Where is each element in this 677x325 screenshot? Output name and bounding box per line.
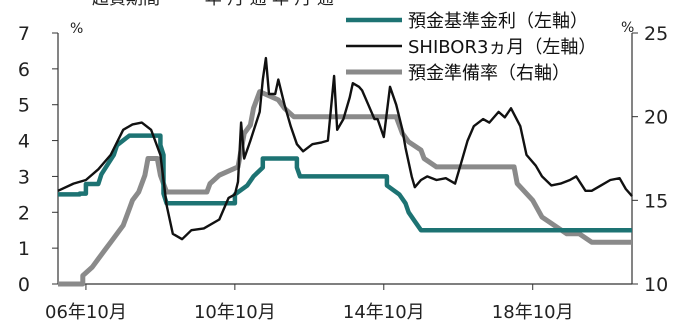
right-tick-label: 25 [644, 23, 668, 45]
right-tick-label: 15 [644, 190, 668, 212]
x-tick-label: 06年10月 [45, 302, 127, 323]
right-tick-label: 10 [644, 274, 668, 296]
left-tick-label: 4 [18, 131, 30, 153]
legend-label-0: 預金基準金利（左軸） [408, 11, 588, 32]
right-tick-label: 20 [644, 107, 668, 129]
left-tick-label: 1 [18, 238, 30, 260]
x-axis-ticks: 06年10月 10年10月 14年10月 18年10月 [45, 284, 574, 323]
left-axis-ticks: 0 1 2 3 4 5 6 7 [18, 23, 58, 296]
left-axis-unit: % [70, 21, 83, 37]
chart-title-fragment: 超資期間 ⋯⋯ 年 月 通 年 月 通 [92, 0, 334, 9]
x-tick-label: 10年10月 [194, 302, 276, 323]
right-axis-ticks: 10 15 20 25 [632, 23, 668, 296]
left-tick-label: 2 [18, 202, 30, 224]
right-axis-unit: % [621, 20, 634, 36]
left-tick-label: 5 [18, 95, 30, 117]
series-line-0 [58, 133, 632, 233]
legend-label-2: 預金準備率（右軸） [408, 63, 570, 84]
legend-label-1: SHIBOR3ヵ月（左軸） [408, 37, 596, 58]
x-tick-label: 14年10月 [343, 302, 425, 323]
x-tick-label: 18年10月 [492, 302, 574, 323]
series-layer [57, 56, 633, 287]
series-line-1 [57, 56, 633, 241]
left-tick-label: 7 [18, 23, 30, 45]
left-tick-label: 6 [18, 59, 30, 81]
legend: 預金基準金利（左軸） SHIBOR3ヵ月（左軸） 預金準備率（右軸） [346, 11, 596, 84]
left-tick-label: 3 [18, 166, 30, 188]
left-tick-label: 0 [18, 274, 30, 296]
series-line-2 [58, 89, 632, 287]
